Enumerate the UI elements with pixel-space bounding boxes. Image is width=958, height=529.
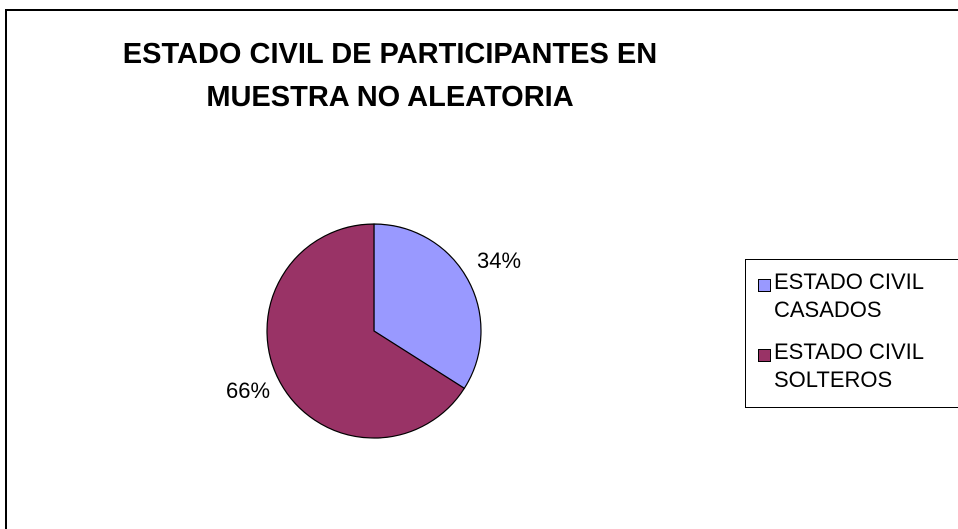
legend-swatch-casados <box>758 279 771 292</box>
legend-label-solteros-line-1: ESTADO CIVIL <box>774 339 924 364</box>
chart-title-line-2: MUESTRA NO ALEATORIA <box>206 81 574 113</box>
legend-label-solteros: ESTADO CIVIL SOLTEROS <box>774 338 924 394</box>
pie-slice-solteros <box>266 223 466 439</box>
legend-label-casados: ESTADO CIVIL CASADOS <box>774 268 924 324</box>
legend-label-casados-line-1: ESTADO CIVIL <box>774 269 924 294</box>
chart-title: ESTADO CIVIL DE PARTICIPANTES EN MUESTRA… <box>90 33 690 119</box>
legend-item-solteros: ESTADO CIVIL SOLTEROS <box>758 338 958 394</box>
legend-swatch-solteros <box>758 349 771 362</box>
pie-slice-casados <box>373 223 482 390</box>
chart-title-line-1: ESTADO CIVIL DE PARTICIPANTES EN <box>122 38 658 70</box>
legend-label-casados-line-2: CASADOS <box>774 297 882 322</box>
legend-label-solteros-line-2: SOLTEROS <box>774 367 893 392</box>
legend: ESTADO CIVIL CASADOS ESTADO CIVIL SOLTER… <box>745 259 958 408</box>
legend-item-casados: ESTADO CIVIL CASADOS <box>758 268 958 324</box>
data-label-solteros: 66% <box>226 378 270 403</box>
data-label-casados: 34% <box>477 248 521 273</box>
